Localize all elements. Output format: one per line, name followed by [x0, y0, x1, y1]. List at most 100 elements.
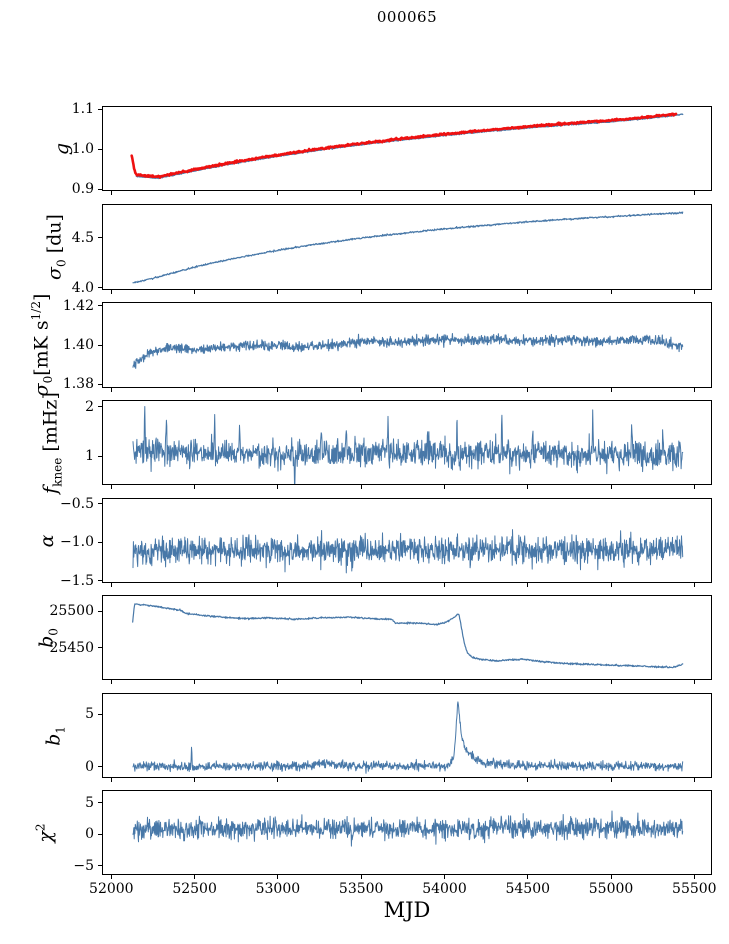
subplot-sigma0-mK — [102, 302, 712, 388]
y-tick — [98, 108, 102, 110]
x-tick — [360, 875, 362, 879]
x-tick — [110, 875, 112, 879]
x-tick-label: 52000 — [89, 881, 134, 897]
x-tick — [610, 485, 612, 489]
x-tick — [610, 388, 612, 392]
y-tick — [98, 188, 102, 190]
series-chi2-line — [132, 810, 684, 847]
x-tick-label: 55500 — [672, 881, 717, 897]
x-tick — [443, 583, 445, 587]
x-tick — [527, 680, 529, 684]
x-tick — [194, 388, 196, 392]
x-tick — [443, 875, 445, 879]
y-axis-label-chi2: χ2 — [33, 823, 56, 842]
x-tick — [110, 290, 112, 294]
subplot-chi2 — [102, 790, 712, 875]
y-tick — [98, 503, 102, 505]
y-tick — [98, 305, 102, 307]
series-alpha-line — [132, 529, 684, 574]
x-tick-label: 53000 — [255, 881, 301, 897]
subplot-sigma0-du — [102, 204, 712, 290]
plot-canvas-chi2 — [132, 810, 684, 847]
y-axis-label-part: [mK s — [30, 320, 53, 376]
subplot-b1 — [102, 693, 712, 778]
y-tick — [98, 766, 102, 768]
y-tick — [98, 865, 102, 867]
y-tick-label: 2 — [85, 398, 94, 415]
y-axis-label-sigma0-mK: σ0[mK s1/2] — [29, 294, 55, 397]
y-tick — [98, 406, 102, 408]
y-tick-label: 1.1 — [71, 101, 94, 118]
y-tick — [98, 802, 102, 804]
series-sigma0-mK-line — [132, 333, 684, 369]
y-tick-label: 1 — [85, 448, 94, 465]
y-tick-label: −5 — [73, 857, 94, 874]
x-tick — [527, 778, 529, 782]
x-tick — [693, 875, 695, 879]
subplot-f-knee — [102, 400, 712, 485]
subplot-alpha — [102, 498, 712, 583]
x-tick — [277, 583, 279, 587]
y-tick — [98, 610, 102, 612]
y-tick-label: 4.5 — [71, 229, 94, 246]
x-tick — [693, 290, 695, 294]
plot-canvas-g — [130, 112, 684, 180]
y-axis-label-g: g — [51, 142, 73, 154]
y-tick-label: 1.38 — [62, 376, 94, 393]
subplot-g — [102, 106, 712, 191]
y-axis-label-part: knee — [50, 457, 65, 487]
series-b1-line — [132, 701, 684, 774]
x-tick — [527, 485, 529, 489]
x-tick — [194, 583, 196, 587]
x-tick — [277, 290, 279, 294]
x-tick — [443, 388, 445, 392]
y-axis-label-alpha: α — [36, 534, 58, 547]
figure-title: 000065 — [376, 8, 438, 26]
series-gain-model-line — [135, 113, 684, 180]
y-axis-label-sigma0-du: σ0 [du] — [44, 214, 69, 280]
x-tick — [194, 290, 196, 294]
x-tick — [277, 191, 279, 195]
x-tick — [360, 191, 362, 195]
x-tick — [693, 388, 695, 392]
y-axis-label-part: 1/2 — [28, 301, 43, 321]
y-tick-label: −1.5 — [60, 572, 94, 589]
x-tick — [194, 875, 196, 879]
y-axis-label-part: f — [39, 486, 62, 494]
y-tick-label: −0.5 — [60, 495, 94, 512]
y-tick — [98, 287, 102, 288]
y-tick-label: 1.0 — [71, 141, 94, 158]
x-tick — [527, 290, 529, 294]
y-axis-label-part: ] — [30, 293, 53, 302]
x-tick — [693, 778, 695, 782]
x-tick — [110, 680, 112, 684]
y-axis-label-part: 0 — [41, 375, 56, 384]
y-tick — [98, 455, 102, 457]
y-tick-label: 25450 — [49, 639, 94, 656]
x-tick — [443, 485, 445, 489]
y-axis-label-part: [mHz] — [39, 391, 62, 458]
y-axis-label-part: 0 — [54, 259, 69, 267]
x-tick — [527, 191, 529, 195]
series-f-knee-line — [132, 406, 684, 484]
y-tick-label: 0.9 — [71, 181, 94, 198]
plot-canvas-b0 — [132, 603, 684, 669]
x-tick — [360, 680, 362, 684]
x-tick — [194, 191, 196, 195]
x-tick — [443, 290, 445, 294]
y-axis-label-part: χ — [34, 830, 57, 843]
y-tick — [98, 541, 102, 543]
y-axis-label-part: b — [42, 733, 65, 746]
x-tick — [610, 875, 612, 879]
x-tick — [610, 680, 612, 684]
y-tick — [98, 383, 102, 385]
y-tick — [98, 148, 102, 150]
series-b0-line — [132, 603, 684, 669]
x-axis-label: MJD — [383, 898, 431, 922]
x-tick-label: 52500 — [172, 881, 217, 897]
x-tick — [610, 778, 612, 782]
plot-canvas-alpha — [132, 529, 684, 574]
x-tick — [527, 583, 529, 587]
plot-canvas-b1 — [132, 701, 684, 774]
y-axis-label-part: g — [51, 142, 73, 155]
